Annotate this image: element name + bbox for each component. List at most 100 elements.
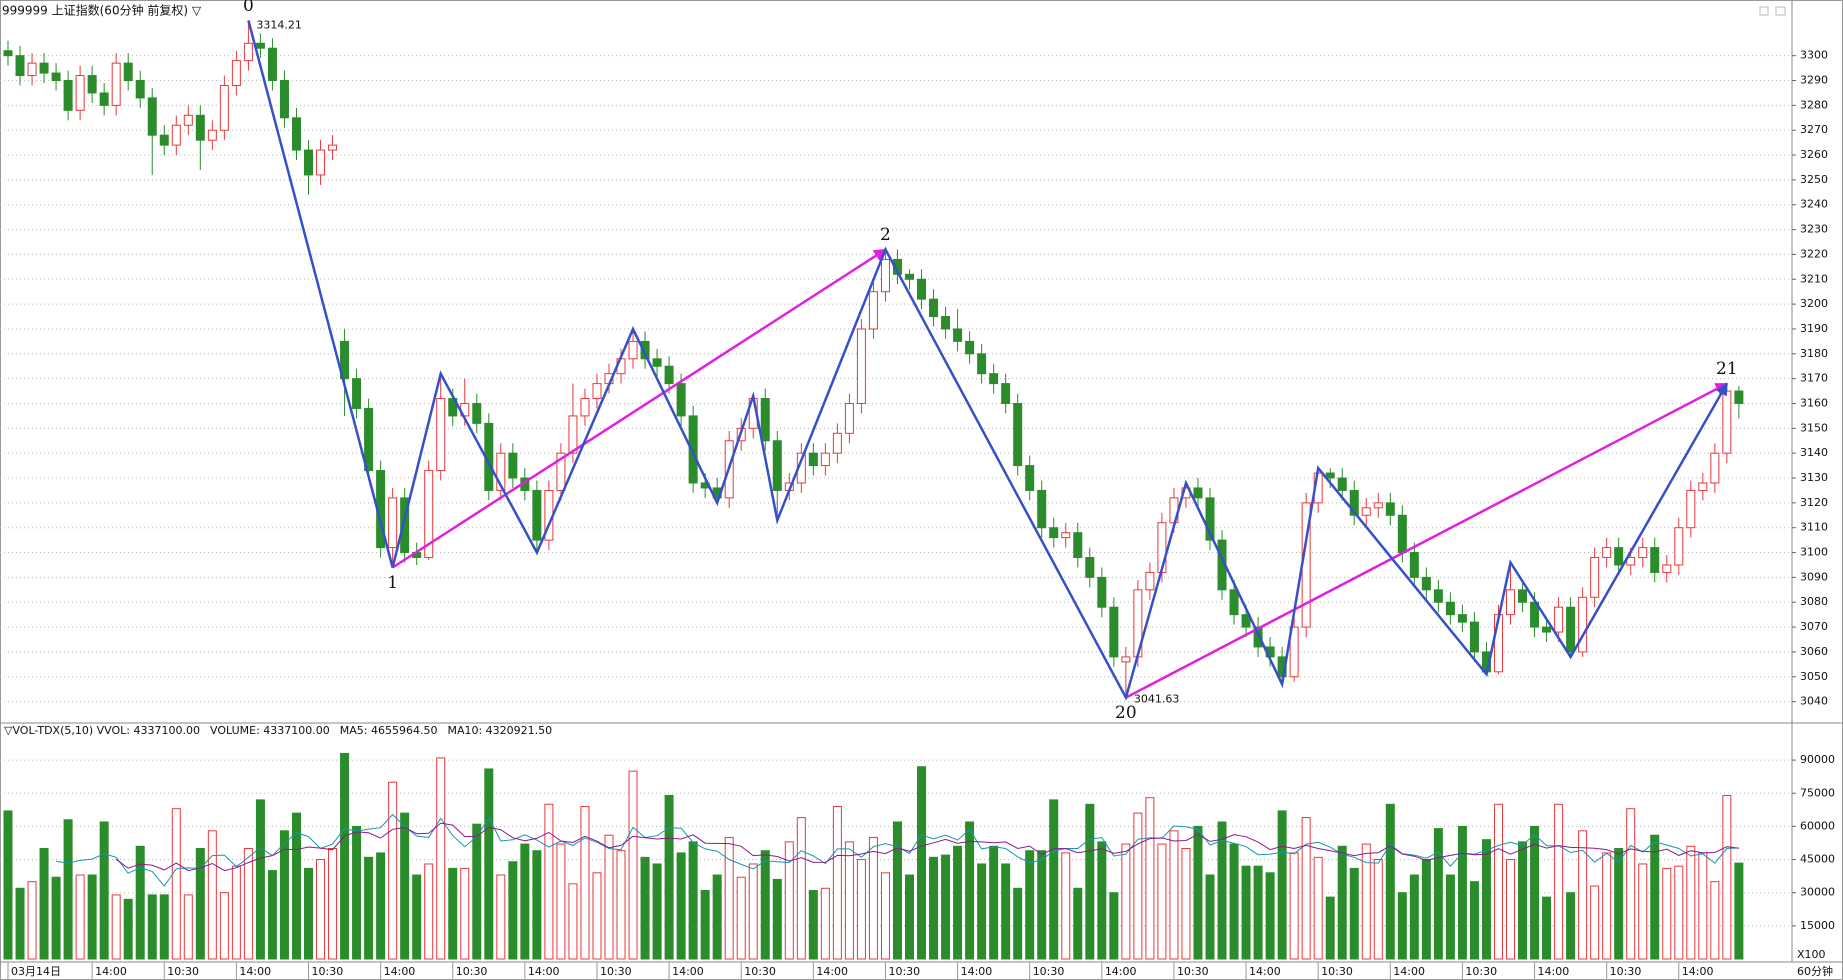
volume-bar bbox=[316, 859, 326, 960]
x-tick-label: 10:30 bbox=[167, 965, 199, 978]
y-tick-label: 3160 bbox=[1800, 396, 1828, 409]
candle-body bbox=[1025, 465, 1035, 491]
volume-bar bbox=[111, 894, 121, 960]
candle-body bbox=[1061, 532, 1071, 539]
candle-body bbox=[219, 84, 229, 131]
candle-body bbox=[123, 62, 133, 82]
candle-body bbox=[352, 378, 362, 409]
volume-bar bbox=[1421, 859, 1431, 960]
window-icon[interactable] bbox=[1759, 6, 1769, 16]
volume-bar bbox=[1277, 810, 1287, 960]
candle-body bbox=[1325, 472, 1335, 479]
volume-bar bbox=[1650, 834, 1660, 960]
price-label: 3041.63 bbox=[1134, 693, 1180, 706]
volume-bar bbox=[1409, 874, 1419, 960]
y-tick-label: 3180 bbox=[1800, 347, 1828, 360]
volume-bar bbox=[267, 870, 277, 960]
volume-bar bbox=[760, 850, 770, 960]
candle-body bbox=[400, 497, 410, 554]
moving-average-line bbox=[115, 822, 1739, 872]
volume-bar bbox=[63, 819, 73, 960]
candle-body bbox=[1205, 497, 1215, 541]
y-tick-label: 45000 bbox=[1800, 853, 1835, 866]
volume-bar bbox=[27, 881, 37, 960]
candle-body bbox=[1049, 527, 1059, 539]
candle-body bbox=[51, 72, 61, 82]
volume-bar bbox=[39, 848, 49, 960]
candle-body bbox=[1229, 589, 1239, 616]
y-tick-label: 3260 bbox=[1800, 148, 1828, 161]
y-tick-label: 3300 bbox=[1800, 49, 1828, 62]
volume-bar bbox=[412, 874, 422, 960]
y-tick-label: 3040 bbox=[1800, 695, 1828, 708]
candle-body bbox=[844, 402, 854, 434]
candle-body bbox=[1013, 402, 1023, 467]
candle-body bbox=[1121, 656, 1131, 663]
candle-body bbox=[1638, 547, 1648, 559]
volume-bar bbox=[1133, 812, 1143, 960]
volume-bar bbox=[965, 821, 975, 960]
candle-body bbox=[580, 398, 590, 417]
x-tick-label: 14:00 bbox=[961, 965, 993, 978]
x-tick-label: 03月14日 bbox=[11, 965, 61, 978]
candle-body bbox=[856, 328, 866, 404]
candle-body bbox=[1253, 626, 1263, 648]
candle-body bbox=[1193, 487, 1203, 499]
volume-bar bbox=[195, 848, 205, 960]
volume-bar bbox=[688, 841, 698, 960]
volume-bar bbox=[279, 830, 289, 960]
candle-body bbox=[664, 365, 674, 385]
volume-bar bbox=[496, 874, 506, 960]
volume-bar bbox=[989, 845, 999, 960]
volume-bar bbox=[1698, 852, 1708, 960]
candle-body bbox=[1698, 482, 1708, 491]
volume-bar bbox=[905, 874, 914, 960]
candle-body bbox=[135, 80, 145, 99]
candle-body bbox=[1349, 489, 1359, 516]
candle-body bbox=[1397, 514, 1407, 554]
volume-bar bbox=[1686, 845, 1696, 960]
volume-bar bbox=[87, 874, 97, 960]
candle-body bbox=[472, 402, 482, 424]
volume-bar bbox=[628, 770, 638, 960]
volume-bar bbox=[1722, 794, 1732, 960]
candle-body bbox=[1614, 547, 1624, 566]
candle-body bbox=[1542, 626, 1552, 633]
volume-bar bbox=[1097, 841, 1107, 960]
candle-body bbox=[965, 340, 975, 355]
volume-bar bbox=[1397, 892, 1407, 960]
y-tick-label: 3110 bbox=[1800, 521, 1828, 534]
volume-bar bbox=[736, 876, 746, 960]
x-tick-label: 14:00 bbox=[384, 965, 416, 978]
y-tick-label: 3090 bbox=[1800, 570, 1828, 583]
y-tick-label: 3170 bbox=[1800, 372, 1828, 385]
volume-bar bbox=[929, 856, 939, 960]
volume-bar bbox=[1025, 850, 1035, 960]
x-tick-label: 10:30 bbox=[1033, 965, 1065, 978]
candle-body bbox=[568, 415, 578, 454]
candle-body bbox=[15, 55, 25, 77]
volume-bar bbox=[1289, 852, 1299, 960]
candle-body bbox=[1650, 547, 1660, 573]
candle-body bbox=[1578, 596, 1588, 653]
window-icon[interactable] bbox=[1775, 6, 1786, 16]
candle-body bbox=[75, 75, 85, 111]
candle-body bbox=[328, 144, 338, 151]
volume-bar bbox=[832, 806, 842, 960]
volume-bar bbox=[664, 794, 674, 960]
volume-bar bbox=[388, 781, 398, 960]
x-tick-label: 10:30 bbox=[312, 965, 344, 978]
volume-bar bbox=[917, 766, 927, 960]
y-tick-label: 3140 bbox=[1800, 446, 1828, 459]
candle-body bbox=[147, 97, 157, 136]
candle-body bbox=[291, 117, 301, 151]
candle-body bbox=[1145, 571, 1155, 591]
volume-bar bbox=[400, 812, 410, 960]
candle-body bbox=[1361, 507, 1371, 516]
volume-bar bbox=[1481, 839, 1491, 960]
volume-bar bbox=[1193, 825, 1203, 960]
candle-body bbox=[1506, 589, 1515, 616]
volume-bar bbox=[1506, 859, 1515, 960]
x-tick-label: 10:30 bbox=[456, 965, 488, 978]
volume-bar bbox=[568, 883, 578, 960]
